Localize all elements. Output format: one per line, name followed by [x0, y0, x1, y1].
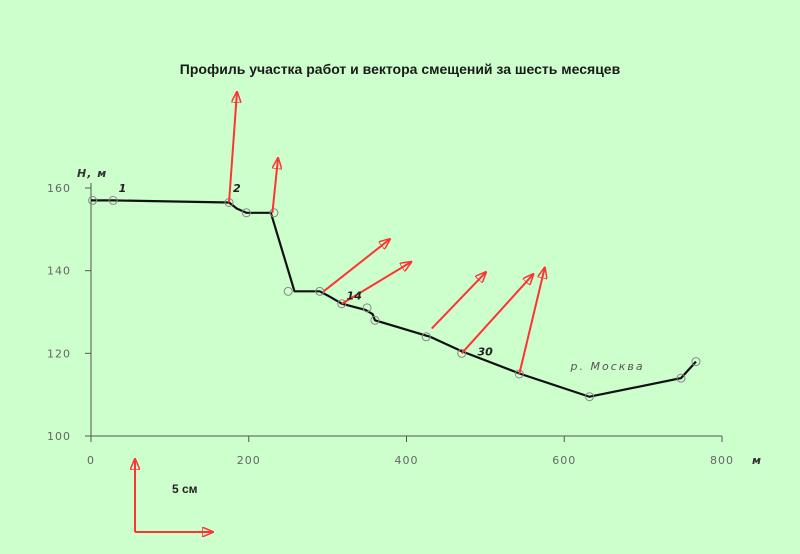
point-label: 1	[119, 182, 127, 195]
y-tick-label: 160	[47, 182, 71, 195]
survey-point-marker	[269, 208, 279, 218]
survey-point-marker	[241, 208, 251, 218]
survey-point-marker	[88, 195, 98, 205]
point-label: 2	[233, 182, 241, 195]
y-tick-label: 140	[47, 265, 71, 278]
displacement-vector	[271, 159, 278, 213]
displacement-vector	[341, 262, 411, 305]
survey-point-marker	[691, 357, 701, 367]
x-tick-label: 800	[710, 454, 734, 467]
displacement-vector	[431, 273, 486, 330]
y-tick-label: 120	[47, 347, 71, 360]
displacement-vector	[518, 269, 544, 375]
survey-point-marker	[337, 299, 347, 309]
x-axis-title: м	[752, 454, 762, 467]
x-tick-label: 200	[237, 454, 261, 467]
point-label: 30	[477, 345, 493, 358]
displacement-vector	[460, 275, 533, 355]
survey-point-marker	[362, 303, 372, 313]
y-tick-label: 100	[47, 430, 71, 443]
survey-point-marker	[421, 332, 431, 342]
survey-point-marker	[370, 315, 380, 325]
displacement-vector	[228, 93, 237, 203]
survey-point-marker	[283, 286, 293, 296]
survey-point-marker	[457, 348, 467, 358]
x-tick-label: 600	[552, 454, 576, 467]
survey-point-marker	[676, 373, 686, 383]
survey-point-marker	[108, 195, 118, 205]
displacement-vector	[323, 240, 389, 293]
x-tick-label: 400	[395, 454, 419, 467]
survey-point-marker	[584, 392, 594, 402]
x-tick-label: 0	[87, 454, 95, 467]
point-label: 14	[347, 290, 362, 303]
scale-label: 5 см	[172, 482, 198, 496]
river-label: р. Москва	[570, 360, 645, 373]
y-axis-title: Н, м	[77, 167, 107, 180]
chart-title: Профиль участка работ и вектора смещений…	[179, 61, 621, 77]
